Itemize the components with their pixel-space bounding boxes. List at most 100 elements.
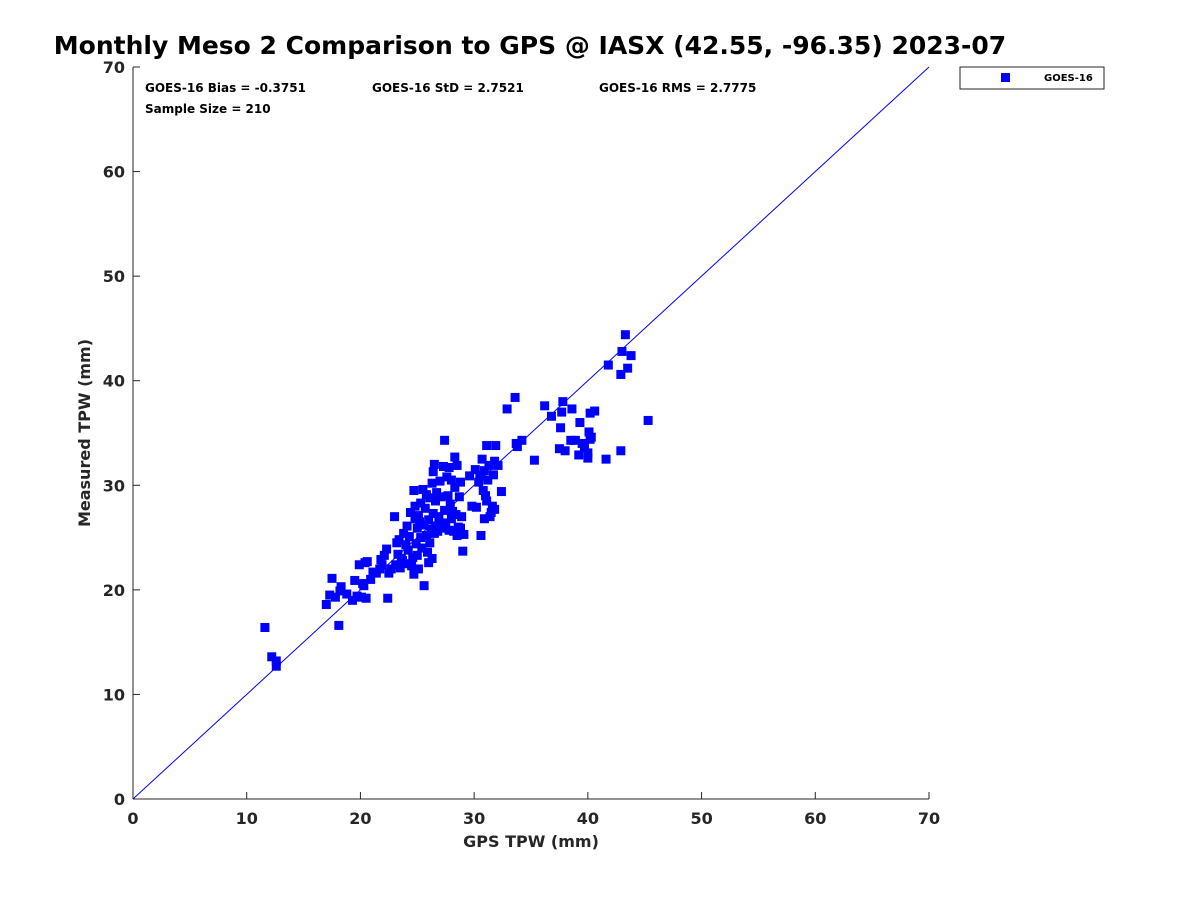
data-point	[479, 466, 489, 476]
data-point	[510, 392, 520, 402]
data-point	[361, 593, 371, 603]
data-point	[585, 408, 595, 418]
data-point	[617, 346, 627, 356]
data-point	[488, 470, 498, 480]
data-point	[386, 564, 396, 574]
data-point	[465, 471, 475, 481]
data-point	[517, 435, 527, 445]
data-point	[459, 529, 469, 539]
data-point	[327, 573, 337, 583]
data-point	[601, 454, 611, 464]
data-point	[452, 460, 462, 470]
data-point	[455, 523, 465, 533]
x-tick-label: 20	[349, 809, 371, 828]
data-point	[394, 535, 404, 545]
data-point	[586, 432, 596, 442]
data-point	[482, 441, 492, 451]
bias-annotation: GOES-16 Bias = -0.3751	[145, 81, 306, 95]
data-point	[412, 550, 422, 560]
legend-label: GOES-16	[1044, 73, 1093, 84]
data-point	[540, 401, 550, 411]
data-point	[321, 599, 331, 609]
data-point	[575, 418, 585, 428]
data-point	[442, 472, 452, 482]
data-point	[271, 656, 281, 666]
data-point	[357, 592, 367, 602]
y-tick-label: 50	[103, 267, 125, 286]
x-tick-label: 60	[804, 809, 826, 828]
x-axis-ticks: 0 10 20 30 40 50 60 70	[127, 792, 940, 828]
data-point	[412, 523, 422, 533]
data-point	[454, 492, 464, 502]
x-tick-label: 70	[918, 809, 940, 828]
std-annotation: GOES-16 StD = 2.7521	[372, 81, 524, 95]
data-point	[446, 514, 456, 524]
data-point	[554, 444, 564, 454]
data-point	[377, 560, 387, 570]
data-point	[382, 544, 392, 554]
data-point	[405, 507, 415, 517]
data-point	[413, 564, 423, 574]
legend: GOES-16	[959, 66, 1105, 90]
data-point	[603, 360, 613, 370]
data-point	[643, 415, 653, 425]
y-tick-label: 10	[103, 685, 125, 704]
data-point	[477, 454, 487, 464]
data-point	[411, 539, 421, 549]
data-point	[400, 559, 410, 569]
data-point	[271, 661, 281, 671]
data-point	[450, 452, 460, 462]
data-point	[493, 460, 503, 470]
data-point	[579, 443, 589, 453]
chart-title: Monthly Meso 2 Comparison to GPS @ IASX …	[54, 31, 1006, 60]
data-point	[354, 560, 364, 570]
data-point	[557, 407, 567, 417]
data-point	[440, 435, 450, 445]
data-point	[433, 526, 443, 536]
data-point	[330, 592, 340, 602]
data-point	[430, 496, 440, 506]
data-point	[390, 512, 400, 522]
data-point	[366, 574, 376, 584]
data-point	[425, 538, 435, 548]
data-point	[428, 467, 438, 477]
data-point	[620, 330, 630, 340]
data-point	[483, 475, 493, 485]
x-tick-label: 50	[690, 809, 712, 828]
data-point	[350, 575, 360, 585]
y-tick-label: 40	[103, 372, 125, 391]
data-point	[434, 512, 444, 522]
data-point	[491, 441, 501, 451]
data-point	[471, 502, 481, 512]
data-point	[432, 488, 442, 498]
y-axis-ticks: 0 10 20 30 40 50 60 70	[103, 58, 140, 809]
data-point	[583, 448, 593, 458]
x-tick-label: 30	[463, 809, 485, 828]
data-point	[484, 460, 494, 470]
data-point	[401, 540, 411, 550]
data-point	[415, 517, 425, 527]
data-point	[438, 461, 448, 471]
data-point	[626, 351, 636, 361]
data-point	[419, 581, 429, 591]
legend-box	[959, 66, 1105, 90]
data-point	[402, 521, 412, 531]
data-point	[529, 455, 539, 465]
data-point	[470, 465, 480, 475]
data-points	[260, 330, 653, 671]
data-point	[482, 496, 492, 506]
x-tick-label: 40	[577, 809, 599, 828]
data-point	[441, 518, 451, 528]
x-axis-label: GPS TPW (mm)	[463, 832, 599, 851]
data-point	[583, 453, 593, 463]
data-point	[407, 561, 417, 571]
data-point	[421, 530, 431, 540]
rms-annotation: GOES-16 RMS = 2.7775	[599, 81, 756, 95]
data-point	[429, 459, 439, 469]
data-point	[474, 477, 484, 487]
data-point	[452, 530, 462, 540]
data-point	[481, 491, 491, 501]
data-point	[444, 525, 454, 535]
data-point	[512, 442, 522, 452]
